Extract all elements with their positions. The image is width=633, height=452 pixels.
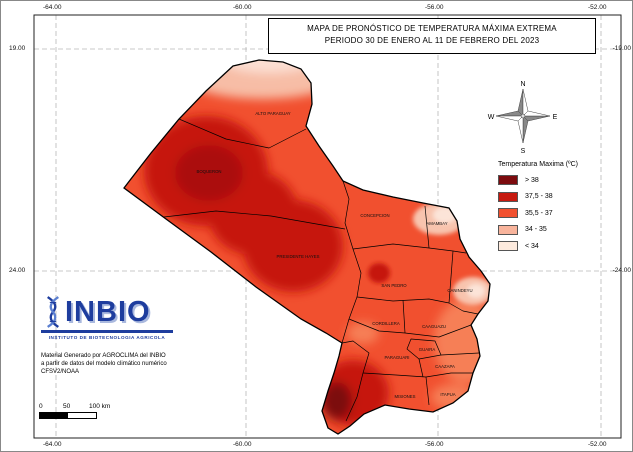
legend-swatch [498, 208, 518, 218]
legend-item-label: 35,5 - 37 [525, 209, 553, 217]
legend-item: > 38 [498, 175, 578, 185]
dna-helix-icon [47, 296, 59, 328]
compass-s-label: S [521, 148, 526, 155]
coord-bottom-1: -64.00 [43, 441, 62, 448]
attribution-text: Material Generado por AGROCLIMA del INBI… [41, 352, 167, 376]
department-labels: ALTO PARAGUAY BOQUERON PRESIDENTE HAYES … [196, 111, 472, 399]
compass-rose: N S E W [488, 81, 558, 155]
scale-label-50: 50 [63, 403, 71, 410]
legend-swatch [498, 224, 518, 235]
scale-bar: 0 50 100 km [39, 403, 119, 419]
map-frame [33, 14, 622, 439]
legend-title: Temperatura Maxima (ºC) [498, 161, 578, 168]
coord-bottom-3: -56.00 [425, 441, 444, 448]
department-label-alto-paraguay: ALTO PARAGUAY [255, 111, 290, 116]
logo-underline [41, 330, 173, 333]
legend-item-label: 37,5 - 38 [525, 193, 553, 200]
inbio-logo: INBIO INSTITUTO DE BIOTECNOLOGIA AGRICOL… [41, 296, 173, 340]
coord-left-1: 19.00 [9, 45, 26, 52]
legend-item: < 34 [498, 241, 578, 251]
compass-n-label: N [520, 81, 525, 88]
coord-bottom-2: -60.00 [233, 441, 252, 448]
map-title-line1: MAPA DE PRONÓSTICO DE TEMPERATURA MÁXIMA… [307, 24, 557, 33]
scale-bar-segments [39, 412, 97, 419]
legend-item: 37,5 - 38 [498, 191, 578, 202]
legend-swatch [498, 241, 518, 251]
coord-top-4: -52.00 [588, 4, 607, 11]
department-label-caaguazu: CAAGUAZU [422, 324, 446, 329]
compass-e-label: E [553, 114, 558, 121]
logo-wordmark: INBIO [65, 295, 151, 328]
map-title: MAPA DE PRONÓSTICO DE TEMPERATURA MÁXIMA… [268, 18, 596, 54]
coord-left-2: 24.00 [9, 267, 26, 274]
department-label-amambay: AMAMBAY [426, 221, 447, 226]
department-label-paraguari: PARAGUARI [385, 355, 410, 360]
scale-label-100: 100 km [89, 403, 111, 410]
legend-item: 34 - 35 [498, 224, 578, 235]
compass-w-label: W [488, 114, 495, 121]
coord-right-1: -19.00 [612, 45, 631, 52]
attribution-line1: Material Generado por AGROCLIMA del INBI… [41, 353, 166, 359]
scale-segment-black [40, 413, 68, 418]
attribution-line3: CFSV2/NOAA [41, 369, 80, 376]
department-label-san-pedro: SAN PEDRO [381, 283, 407, 288]
legend-swatch [498, 191, 518, 202]
department-label-concepcion: CONCEPCION [360, 213, 389, 218]
coord-bottom-4: -52.00 [588, 441, 607, 448]
legend: Temperatura Maxima (ºC) > 38 37,5 - 38 3… [498, 161, 578, 258]
department-label-misiones: MISIONES [394, 394, 415, 399]
legend-item: 35,5 - 37 [498, 208, 578, 218]
coord-right-2: -24.00 [612, 267, 631, 274]
department-label-guaira: GUAIRA [419, 347, 436, 352]
attribution-line2: a partir de datos del modelo climático n… [41, 361, 167, 368]
coord-top-3: -56.00 [425, 4, 444, 11]
coord-top-2: -60.00 [233, 4, 252, 11]
department-label-canindeyu: CANINDEYU [447, 288, 472, 293]
department-label-itapua: ITAPUA [440, 392, 455, 397]
department-label-presidente-hayes: PRESIDENTE HAYES [277, 254, 320, 259]
legend-swatch [498, 175, 518, 185]
legend-item-label: > 38 [525, 176, 539, 184]
coord-top-1: -64.00 [43, 4, 62, 11]
legend-item-label: 34 - 35 [525, 226, 547, 233]
department-label-cordillera: CORDILLERA [372, 321, 400, 326]
map-title-line2: PERIODO 30 DE ENERO AL 11 DE FEBRERO DEL… [324, 36, 540, 46]
department-borders [163, 118, 480, 422]
department-label-caazapa: CAAZAPA [435, 364, 455, 369]
legend-item-label: < 34 [525, 242, 539, 250]
department-label-boqueron: BOQUERON [196, 169, 221, 174]
scale-label-0: 0 [39, 403, 43, 410]
scale-segment-white [68, 413, 96, 418]
logo-subtitle: INSTITUTO DE BIOTECNOLOGIA AGRICOLA [48, 334, 166, 340]
